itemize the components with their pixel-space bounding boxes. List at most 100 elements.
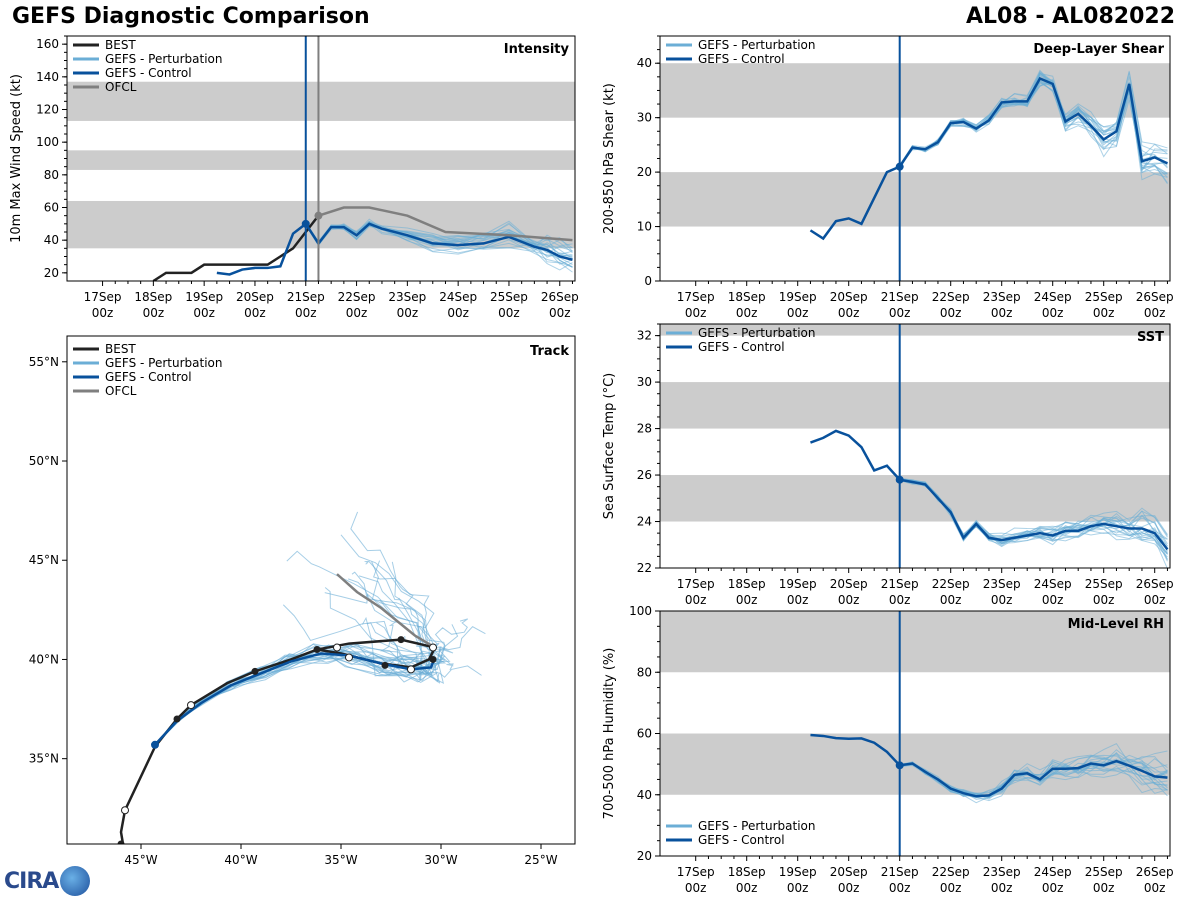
x-tick-hour: 00z: [1093, 306, 1115, 320]
storm-id: AL08 - AL082022: [966, 4, 1175, 29]
y-tick-label: 40: [44, 233, 59, 247]
x-tick-day: 18Sep: [728, 865, 766, 879]
x-tick-day: 21Sep: [881, 865, 919, 879]
x-tick-hour: 00z: [736, 881, 758, 895]
legend-label: OFCL: [105, 80, 137, 94]
series-gefs-control: [810, 429, 1169, 551]
x-tick-day: 22Sep: [338, 290, 376, 304]
track-marker-hollow: [121, 806, 129, 815]
y-tick-label: 20: [637, 165, 652, 179]
panel-sst: 22 24 26 28 30 32 17Sep 00z 18Sep 00z 19Sep 00z 20Se…: [602, 323, 1174, 607]
panel-rh: 20 40 60 80 100 17Sep 00z 18Sep 00z 19Sep 00z 20Sep…: [602, 604, 1174, 895]
x-tick-hour: 00z: [940, 881, 962, 895]
panel-title: Deep-Layer Shear: [1033, 42, 1164, 57]
x-tick-hour: 00z: [193, 306, 215, 320]
perturbation-member-16: [305, 224, 573, 258]
x-tick-day: 18Sep: [728, 290, 766, 304]
y-tick-label: 140: [36, 70, 59, 84]
legend-label: GEFS - Perturbation: [698, 326, 815, 340]
plot-frame: [66, 335, 576, 845]
panel-title: Mid-Level RH: [1068, 617, 1164, 632]
y-tick-label: 26: [637, 468, 652, 482]
x-tick-hour: 00z: [991, 306, 1013, 320]
x-tick-hour: 00z: [92, 306, 114, 320]
x-tick-day: 17Sep: [677, 865, 715, 879]
y-tick-label: 45°N: [29, 553, 59, 567]
x-tick-hour: 00z: [685, 593, 707, 607]
plot-frame: [659, 323, 1171, 569]
x-tick-day: 23Sep: [388, 290, 426, 304]
track-ofcl: [336, 573, 436, 649]
x-tick-day: 23Sep: [983, 865, 1021, 879]
x-tick-hour: 00z: [736, 306, 758, 320]
x-tick-day: 19Sep: [779, 577, 817, 591]
x-tick-day: 22Sep: [932, 290, 970, 304]
perturbation-track-10: [154, 643, 482, 746]
y-tick-label: 100: [629, 604, 652, 618]
x-tick-hour: 00z: [295, 306, 317, 320]
y-tick-label: 28: [637, 422, 652, 436]
plot-area-track: [117, 511, 486, 844]
series-gefs-control: [216, 222, 573, 276]
x-tick-hour: 00z: [991, 593, 1013, 607]
x-tick-day: 19Sep: [779, 290, 817, 304]
y-tick-label: 0: [644, 274, 652, 288]
x-tick-hour: 00z: [143, 306, 165, 320]
legend-label: GEFS - Perturbation: [105, 356, 222, 370]
x-tick-day: 26Sep: [1136, 577, 1174, 591]
x-tick-day: 17Sep: [677, 577, 715, 591]
y-tick-label: 60: [637, 727, 652, 741]
band-2: [660, 324, 1170, 336]
y-tick-label: 40: [637, 56, 652, 70]
x-tick-day: 17Sep: [677, 290, 715, 304]
x-tick-day: 25Sep: [1085, 290, 1123, 304]
x-tick-day: 25Sep: [490, 290, 528, 304]
plot-area-sst: [660, 324, 1170, 568]
x-tick-hour: 00z: [787, 306, 809, 320]
band-2: [67, 81, 575, 121]
x-tick-hour: 00z: [1093, 881, 1115, 895]
x-tick-day: 19Sep: [185, 290, 223, 304]
y-axis-label: 200-850 hPa Shear (kt): [602, 83, 617, 234]
legend-label: OFCL: [105, 384, 137, 398]
x-tick-hour: 00z: [244, 306, 266, 320]
band-1: [660, 63, 1170, 118]
x-tick-label: 35°W: [324, 853, 357, 867]
track-marker-filled: [251, 667, 259, 675]
x-tick-day: 26Sep: [1136, 865, 1174, 879]
y-axis-label: 10m Max Wind Speed (kt): [9, 74, 24, 243]
y-tick-label: 24: [637, 515, 652, 529]
x-tick-hour: 00z: [498, 306, 520, 320]
ofcl-analysis-point: [314, 211, 323, 220]
series-gefs-control: [809, 76, 1168, 241]
y-tick-label: 50°N: [29, 454, 59, 468]
figure-title: GEFS Diagnostic Comparison: [12, 4, 370, 29]
x-tick-hour: 00z: [447, 306, 469, 320]
y-tick-label: 20: [637, 849, 652, 863]
control-analysis-point: [895, 761, 904, 770]
control-analysis-point: [301, 219, 310, 228]
x-tick-day: 20Sep: [830, 290, 868, 304]
cira-logo: CIRA: [4, 866, 91, 896]
legend-label: BEST: [105, 38, 136, 52]
plot-area-shear: [660, 36, 1170, 281]
plot-area-intensity: [67, 36, 575, 281]
x-tick-hour: 00z: [940, 593, 962, 607]
y-tick-label: 35°N: [29, 752, 59, 766]
x-tick-day: 23Sep: [983, 577, 1021, 591]
y-tick-label: 32: [637, 329, 652, 343]
x-tick-hour: 00z: [940, 306, 962, 320]
x-tick-day: 18Sep: [134, 290, 172, 304]
x-tick-day: 26Sep: [541, 290, 579, 304]
x-tick-day: 19Sep: [779, 865, 817, 879]
x-tick-hour: 00z: [838, 593, 860, 607]
series-best: [152, 214, 320, 281]
x-tick-day: 20Sep: [830, 577, 868, 591]
x-tick-day: 21Sep: [881, 290, 919, 304]
x-tick-hour: 00z: [1144, 306, 1166, 320]
y-axis-label: Sea Surface Temp (°C): [602, 373, 617, 520]
y-tick-label: 40: [637, 788, 652, 802]
x-tick-hour: 00z: [346, 306, 368, 320]
x-tick-hour: 00z: [889, 593, 911, 607]
